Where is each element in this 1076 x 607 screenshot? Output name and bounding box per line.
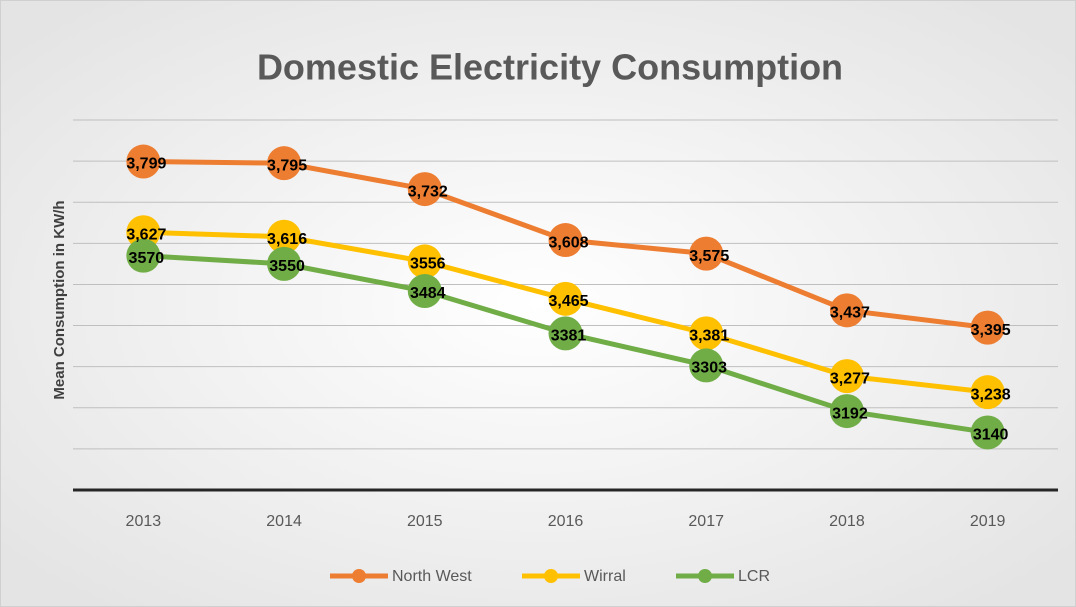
x-tick-label: 2013 (126, 513, 162, 530)
data-label: 3,395 (971, 322, 1011, 339)
marker (548, 316, 583, 351)
marker (970, 310, 1005, 345)
data-label: 3,381 (689, 328, 729, 345)
x-tick-label: 2019 (970, 513, 1006, 530)
marker (548, 281, 583, 316)
data-label: 3,437 (830, 305, 870, 322)
marker (407, 274, 442, 309)
marker (267, 246, 302, 281)
marker (970, 375, 1005, 410)
data-label: 3,575 (689, 248, 729, 265)
data-label: 3,616 (267, 231, 307, 248)
marker (829, 293, 864, 328)
y-axis-label: Mean Consumption in KW/h (51, 200, 68, 399)
marker (126, 144, 161, 179)
marker (126, 215, 161, 250)
marker (407, 172, 442, 207)
x-tick-label: 2014 (266, 513, 302, 530)
marker (267, 219, 302, 254)
x-tick-label: 2017 (688, 513, 724, 530)
data-label: 3570 (129, 250, 165, 267)
data-label: 3484 (410, 285, 446, 302)
legend-label: LCR (738, 568, 770, 585)
marker (126, 238, 161, 273)
data-label: 3381 (551, 328, 587, 345)
x-tick-label: 2018 (829, 513, 865, 530)
marker (267, 146, 302, 181)
data-label: 3,277 (830, 370, 870, 387)
data-label: 3,465 (548, 293, 588, 310)
marker (970, 415, 1005, 450)
data-label: 3,608 (548, 234, 588, 251)
data-label: 3140 (973, 427, 1009, 444)
data-label: 3,795 (267, 157, 307, 174)
marker (689, 348, 724, 383)
marker (407, 244, 442, 279)
data-label: 3556 (410, 256, 446, 273)
x-tick-label: 2015 (407, 513, 443, 530)
legend-label: North West (392, 568, 472, 585)
legend-marker (698, 569, 712, 583)
chart-title: Domestic Electricity Consumption (257, 47, 843, 88)
marker (689, 236, 724, 271)
marker (829, 394, 864, 429)
marker (829, 359, 864, 394)
legend-label: Wirral (584, 568, 626, 585)
data-label: 3,238 (971, 386, 1011, 403)
x-tick-label: 2016 (548, 513, 584, 530)
data-label: 3,732 (408, 183, 448, 200)
data-label: 3192 (832, 405, 868, 422)
data-label: 3303 (691, 360, 727, 377)
legend-marker (352, 569, 366, 583)
marker (689, 316, 724, 351)
data-label: 3,627 (126, 226, 166, 243)
marker (548, 223, 583, 258)
data-label: 3,799 (126, 156, 166, 173)
data-label: 3550 (269, 258, 305, 275)
legend-marker (544, 569, 558, 583)
